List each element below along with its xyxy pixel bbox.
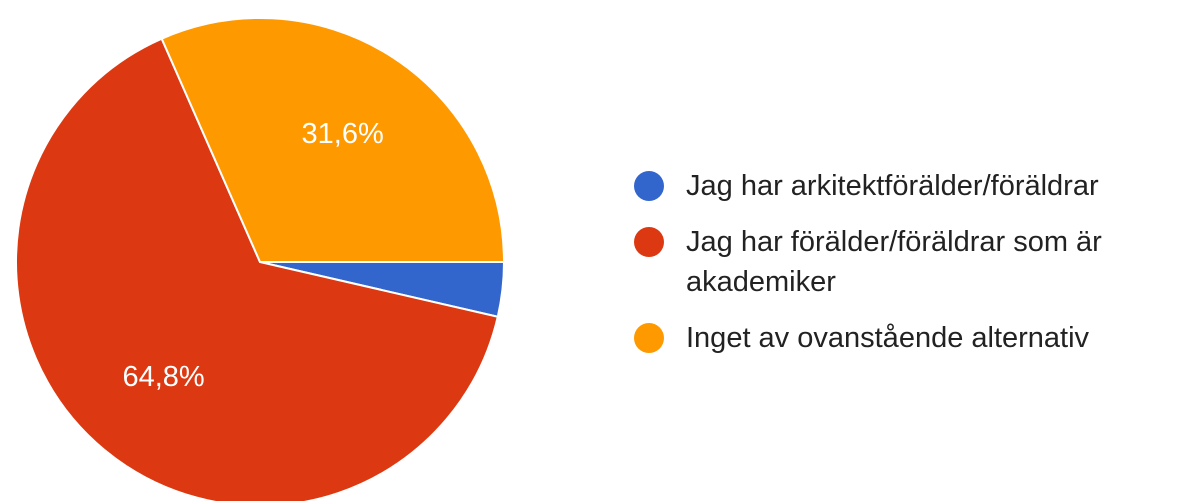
legend-label-3: Inget av ovanstående alternativ <box>686 322 1090 354</box>
pie-slices <box>15 17 506 501</box>
legend-marker-3 <box>634 323 664 353</box>
legend-label-1: Jag har arkitektförälder/föräldrar <box>686 170 1099 202</box>
slice-label-2: 64,8% <box>122 361 204 393</box>
pie-slice-labels: 64,8% 31,6% <box>122 118 383 393</box>
legend-item-2: Jag har förälder/föräldrar som är akadem… <box>634 222 1174 302</box>
slice-label-3: 31,6% <box>302 118 384 150</box>
legend-marker-2 <box>634 227 664 257</box>
pie-slice-2 <box>15 37 499 501</box>
legend: Jag har arkitektförälder/föräldrar Jag h… <box>634 166 1174 374</box>
legend-marker-1 <box>634 171 664 201</box>
legend-label-2: Jag har förälder/föräldrar som är akadem… <box>686 226 1102 298</box>
legend-item-1: Jag har arkitektförälder/föräldrar <box>634 166 1174 206</box>
legend-item-3: Inget av ovanstående alternativ <box>634 318 1174 358</box>
pie-slice-3 <box>160 17 506 263</box>
